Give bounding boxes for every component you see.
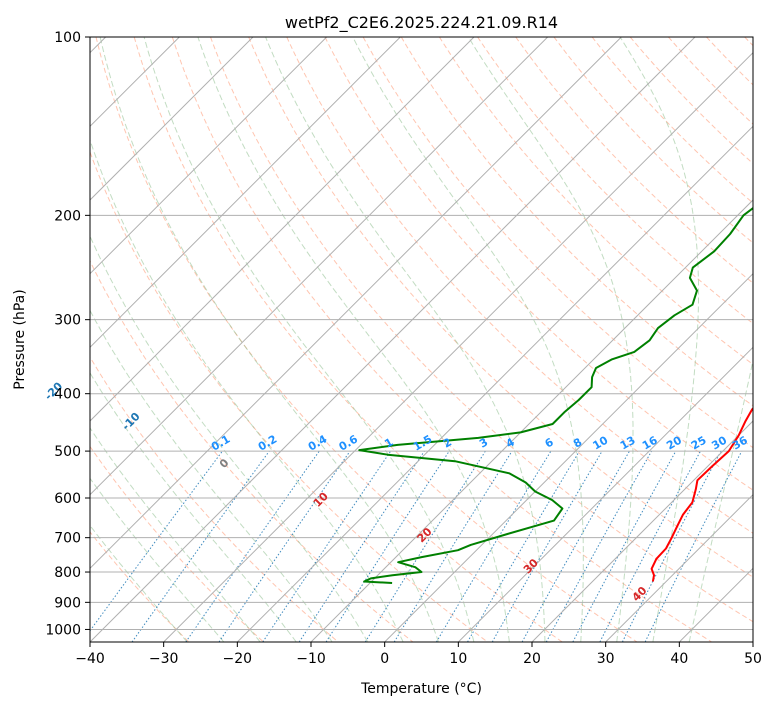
mixing-ratio-line: [572, 450, 677, 642]
mixing-ratio-line: [131, 450, 270, 642]
isotherm: [236, 125, 753, 642]
mixing-ratio-line: [599, 450, 701, 642]
plot-frame: [89, 36, 754, 643]
x-tick-label: −30: [149, 651, 179, 667]
isotherm: [90, 37, 328, 275]
dry-adiabat: [171, 37, 712, 642]
moist-adiabat: [688, 358, 753, 642]
mixing-ratio-line: [545, 450, 653, 642]
x-tick-label: 40: [670, 651, 688, 667]
moist-adiabat: [99, 37, 439, 642]
isotherm: [90, 37, 254, 201]
moist-adiabat: [90, 524, 188, 642]
mixing-ratio-line: [298, 450, 425, 642]
dewpoint-profile: [358, 206, 753, 584]
dry-adiabat: [90, 150, 488, 642]
dry-adiabat: [515, 37, 753, 284]
y-tick-label: 1000: [45, 622, 81, 638]
mixing-ratio-line: [90, 450, 223, 632]
dry-adiabat: [362, 37, 753, 449]
moist-adiabat: [467, 37, 634, 642]
dry-adiabat: [286, 37, 753, 534]
x-tick-label: 10: [449, 651, 467, 667]
moist-adiabat: [90, 235, 369, 642]
moist-adiabat: [90, 427, 261, 642]
mixing-ratio-line: [185, 450, 320, 642]
mixing-ratio-line: [521, 450, 630, 642]
dry-adiabat: [629, 37, 753, 165]
isotherm: [90, 37, 549, 496]
background-lines: [90, 37, 753, 642]
x-axis: −40 −30 −20 −10 0 10 20 30 40 50: [75, 642, 762, 667]
moist-adiabat: [90, 371, 297, 642]
y-axis-label: Pressure (hPa): [12, 289, 28, 389]
isotherm: [605, 493, 753, 642]
mixing-ratio-line: [218, 450, 351, 642]
x-axis-label: Temperature (°C): [360, 681, 482, 697]
dry-adiabat: [324, 37, 753, 491]
mixing-ratio-line: [621, 450, 722, 642]
y-tick-label: 100: [54, 30, 81, 46]
x-tick-label: −20: [223, 651, 253, 667]
y-tick-label: 700: [54, 531, 81, 547]
moist-adiabat: [352, 37, 584, 642]
isotherm: [457, 346, 753, 642]
moist-adiabat: [90, 477, 225, 642]
moist-adiabat: [197, 37, 510, 642]
moist-adiabat: [90, 138, 404, 642]
moist-adiabat: [619, 37, 699, 642]
isotherm: [90, 37, 475, 422]
isotherm: [310, 199, 753, 642]
y-axis: 100 200 300 400 500 600 700 800 900 1000: [45, 30, 90, 638]
dry-adiabat: [133, 37, 638, 642]
mixing-ratio-line: [393, 450, 513, 642]
moist-adiabat: [265, 37, 546, 642]
x-tick-label: 20: [523, 651, 541, 667]
y-tick-label: 200: [54, 208, 81, 224]
dry-adiabat: [400, 37, 753, 407]
y-tick-label: 400: [54, 387, 81, 403]
mixing-ratio-line: [364, 450, 486, 642]
dry-adiabat: [553, 37, 753, 244]
mixing-ratio-line: [435, 450, 552, 642]
chart-title: wetPf2_C2E6.2025.224.21.09.R14: [285, 13, 558, 33]
y-tick-label: 500: [54, 444, 81, 460]
sounding-lines: [358, 206, 753, 584]
dry-adiabat: [90, 445, 264, 642]
y-tick-label: 800: [54, 565, 81, 581]
isotherm: [90, 37, 696, 642]
dry-adiabat: [210, 37, 753, 623]
x-tick-label: −40: [75, 651, 105, 667]
y-tick-label: 600: [54, 491, 81, 507]
x-tick-label: 30: [597, 651, 615, 667]
mixing-ratio-line: [325, 450, 450, 642]
mixing-ratio-line: [644, 450, 743, 642]
y-tick-label: 300: [54, 313, 81, 329]
x-tick-label: 50: [744, 651, 762, 667]
temperature-profile: [650, 407, 753, 582]
y-tick-label: 900: [54, 595, 81, 611]
isotherm: [90, 37, 401, 349]
isotherm: [163, 51, 753, 642]
dry-adiabat: [438, 37, 753, 366]
moist-adiabat: [143, 37, 475, 642]
isotherm: [531, 420, 753, 642]
mixing-ratio-line: [262, 450, 392, 642]
isotherm: [90, 37, 622, 570]
x-tick-label: −10: [296, 651, 326, 667]
x-tick-label: 0: [380, 651, 389, 667]
dry-adiabat: [248, 37, 753, 578]
